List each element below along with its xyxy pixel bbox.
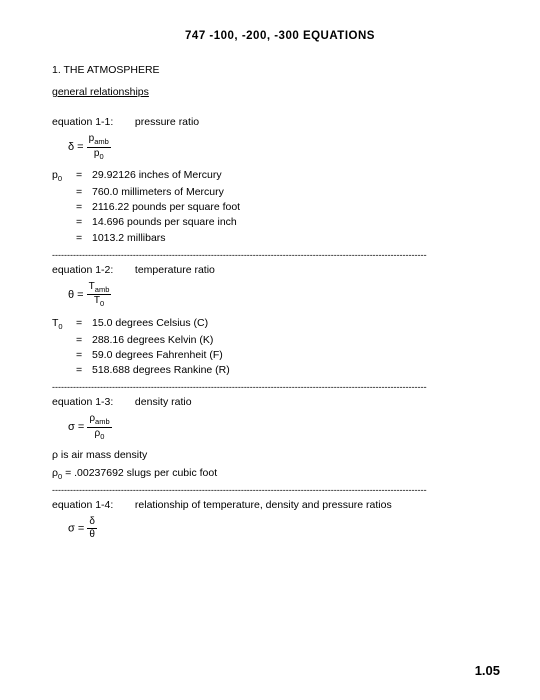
density-note-1: ρ is air mass density (52, 448, 508, 463)
equation-1-label: equation 1-1: pressure ratio (52, 116, 508, 128)
divider: ----------------------------------------… (52, 250, 508, 260)
equation-2-label: equation 1-2: temperature ratio (52, 264, 508, 276)
p0-values: p0 =29.92126 inches of Mercury x=760.0 m… (52, 168, 508, 246)
density-note-2: ρ0 = .00237692 slugs per cubic foot (52, 466, 508, 483)
t0-values: T0 =15.0 degrees Celsius (C) x=288.16 de… (52, 316, 508, 379)
divider: ----------------------------------------… (52, 485, 508, 495)
page: 747 -100, -200, -300 EQUATIONS 1. THE AT… (0, 0, 540, 568)
equation-2-formula: θ = Tamb T0 (68, 282, 508, 308)
equation-1-formula: δ = pamb p0 (68, 134, 508, 160)
divider: ----------------------------------------… (52, 382, 508, 392)
page-title: 747 -100, -200, -300 EQUATIONS (52, 30, 508, 42)
subheading: general relationships (52, 86, 508, 98)
page-number: 1.05 (475, 663, 500, 678)
equation-3-formula: σ = ρamb ρ0 (68, 414, 508, 440)
equation-4-label: equation 1-4: relationship of temperatur… (52, 499, 508, 511)
equation-4-formula: σ = δ θ (68, 517, 508, 540)
section-heading: 1. THE ATMOSPHERE (52, 64, 508, 76)
equation-3-label: equation 1-3: density ratio (52, 396, 508, 408)
